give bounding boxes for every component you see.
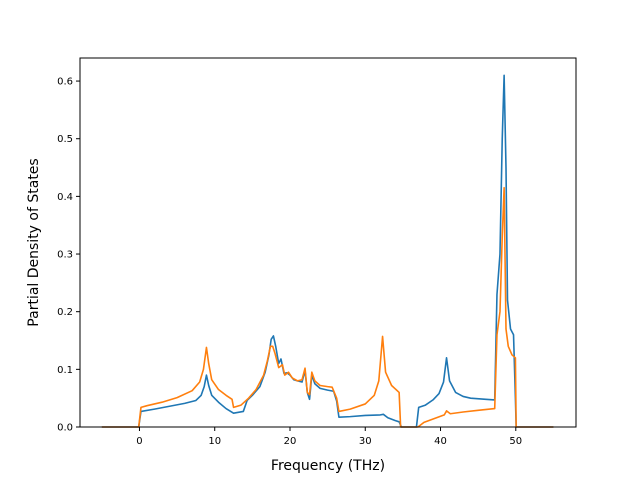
x-tick-label: 10 <box>208 436 221 447</box>
x-tick-label: 50 <box>509 436 522 447</box>
series-line-2 <box>101 186 554 428</box>
x-tick-label: 0 <box>136 436 142 447</box>
y-tick-label: 0.1 <box>57 365 73 376</box>
series-layer <box>101 74 554 428</box>
y-axis-ticks: 0.0 0.1 0.2 0.3 0.4 0.5 0.6 <box>57 77 80 434</box>
y-tick-label: 0.5 <box>57 134 73 145</box>
x-axis-title: Frequency (THz) <box>271 458 385 474</box>
x-tick-label: 20 <box>284 436 297 447</box>
x-axis-ticks: 0 10 20 30 40 50 <box>136 427 522 447</box>
y-tick-label: 0.2 <box>57 307 73 318</box>
series-line-1 <box>101 74 554 428</box>
y-tick-label: 0.3 <box>57 250 73 261</box>
x-tick-label: 40 <box>434 436 447 447</box>
y-axis-title: Partial Density of States <box>26 158 42 326</box>
y-tick-label: 0.6 <box>57 77 73 88</box>
x-tick-label: 30 <box>359 436 372 447</box>
y-tick-label: 0.4 <box>57 192 73 203</box>
y-tick-label: 0.0 <box>57 423 73 434</box>
plot-frame <box>79 57 577 428</box>
